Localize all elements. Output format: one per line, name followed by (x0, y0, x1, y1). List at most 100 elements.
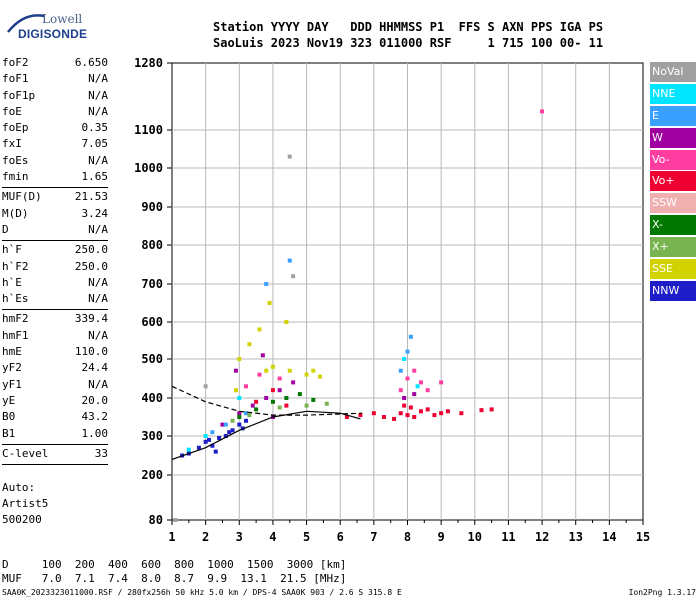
param-row: hmE 110.0 (2, 344, 108, 360)
param-value: N/A (88, 153, 108, 167)
echo-point (311, 368, 316, 373)
echo-point (257, 327, 262, 332)
echo-point (203, 434, 208, 438)
y-tick-label: 1280 (134, 56, 163, 70)
param-value: 1.65 (81, 170, 109, 184)
param-row: yE 20.0 (2, 393, 108, 409)
param-label: foEp (2, 121, 29, 135)
echo-point (318, 374, 323, 379)
y-tick-label: 400 (141, 391, 163, 405)
echo-point (297, 392, 302, 397)
legend-item: NoVal (650, 62, 696, 82)
echo-point (459, 411, 464, 416)
echo-point (260, 353, 265, 358)
param-row: yF1 N/A (2, 377, 108, 393)
echo-point (324, 401, 329, 406)
echo-point (402, 396, 407, 400)
param-row: B1 1.00 (2, 426, 108, 442)
echo-point (237, 422, 242, 427)
param-value: 3.24 (81, 206, 109, 220)
echo-point (267, 301, 272, 305)
echo-point (220, 422, 225, 427)
y-tick-label: 800 (141, 238, 163, 252)
echo-point (405, 413, 410, 418)
y-tick-label: 300 (141, 429, 163, 443)
param-value: 0.35 (81, 121, 109, 135)
echo-point (207, 437, 212, 442)
echo-point (250, 403, 255, 408)
param-row: yF2 24.4 (2, 360, 108, 376)
param-separator (2, 187, 108, 189)
param-value: N/A (88, 104, 108, 118)
echo-point (408, 405, 413, 410)
echo-point (371, 411, 376, 416)
echo-point (408, 334, 413, 339)
param-label: D (2, 222, 9, 236)
echo-point (402, 403, 407, 408)
auto-artist: Artist5 (2, 497, 49, 510)
param-label: foF2 (2, 56, 29, 69)
echo-point (233, 388, 238, 393)
x-tick-label: 7 (370, 530, 377, 544)
x-tick-label: 2 (202, 530, 209, 544)
echo-point (412, 368, 417, 373)
echo-point (287, 154, 292, 159)
param-row: h`E N/A (2, 275, 108, 291)
param-label: h`Es (2, 292, 29, 306)
header-line-1: Station YYYY DAY DDD HHMMSS P1 FFS S AXN… (213, 20, 604, 34)
auto-code: 500200 (2, 513, 42, 526)
echo-point (479, 408, 484, 413)
param-row: foEp 0.35 (2, 120, 108, 136)
param-value: 24.4 (81, 361, 109, 375)
param-label: M(D) (2, 206, 29, 220)
x-tick-label: 10 (468, 530, 482, 544)
param-value: N/A (88, 275, 108, 289)
echo-point (418, 380, 423, 385)
footer-file-info: SAA0K_2023323011000.RSF / 280fx256h 50 k… (2, 588, 402, 597)
param-label: hmE (2, 345, 22, 359)
x-tick-label: 11 (501, 530, 515, 544)
param-row: foE N/A (2, 104, 108, 120)
param-label: h`F (2, 243, 22, 257)
echo-point (402, 357, 407, 361)
param-row: MUF(D) 21.53 (2, 189, 108, 205)
echo-point (412, 415, 417, 419)
param-row: foF2 6.650 (2, 55, 108, 71)
echo-point (439, 411, 444, 416)
echo-point (173, 518, 178, 522)
logo-digisonde-text: DIGISONDE (18, 27, 88, 41)
echo-point (213, 449, 218, 454)
param-value: 20.0 (81, 393, 109, 407)
echo-point (392, 416, 397, 421)
echo-point (254, 407, 259, 412)
param-label: foEs (2, 153, 29, 167)
param-value: N/A (88, 328, 108, 342)
param-label: B1 (2, 426, 16, 440)
y-tick-label: 600 (141, 315, 163, 329)
param-label: yE (2, 393, 16, 407)
echo-point (223, 434, 228, 438)
y-tick-label: 200 (141, 468, 163, 482)
echo-point (230, 428, 235, 433)
echo-point (237, 411, 242, 416)
param-separator (2, 464, 108, 466)
param-row: foEs N/A (2, 153, 108, 169)
legend-item: NNE (650, 83, 696, 104)
muf-distance-table: D 100 200 400 600 800 1000 1500 3000 [km… (2, 558, 346, 586)
echo-point (237, 396, 242, 400)
echo-point (264, 368, 269, 373)
y-tick-label: 1100 (134, 123, 163, 137)
echo-point (489, 407, 494, 412)
x-tick-label: 13 (568, 530, 582, 544)
echo-point (203, 384, 208, 389)
param-label: C-level (2, 446, 49, 460)
echo-point (304, 403, 309, 408)
auto-label: Auto: (2, 481, 36, 494)
legend-item: Vo- (650, 149, 696, 170)
y-tick-label: 900 (141, 200, 163, 214)
station-header: Station YYYY DAY DDD HHMMSS P1 FFS S AXN… (213, 19, 603, 51)
echo-point (418, 409, 423, 414)
y-tick-label: 1000 (134, 161, 163, 175)
echo-point (284, 403, 289, 408)
echo-point (425, 407, 430, 412)
